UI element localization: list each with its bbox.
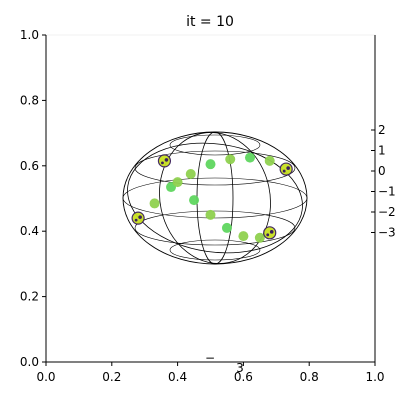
sphere-meridian-front xyxy=(196,131,234,265)
y-tick-label: 0.4 xyxy=(20,224,39,238)
sphere-latitude-top xyxy=(169,134,261,156)
x-tick-label: 0.8 xyxy=(300,370,319,384)
scatter-point xyxy=(205,159,216,170)
scatter-point xyxy=(185,168,196,179)
z-tick-label: −3 xyxy=(378,226,396,240)
y-tick-label: 0.2 xyxy=(20,290,39,304)
y-tick-label: 0.8 xyxy=(20,93,39,107)
z-tick-label: 1 xyxy=(378,144,386,158)
scatter-point xyxy=(264,155,275,166)
sphere-latitude-lower xyxy=(134,210,296,246)
scatter-point xyxy=(263,226,277,240)
scatter-point xyxy=(238,231,249,242)
x-tick-label: 0.4 xyxy=(168,370,187,384)
scatter-point xyxy=(131,211,145,225)
z-tick-label: 0 xyxy=(378,164,386,178)
x-tick-label: 0.2 xyxy=(102,370,121,384)
z-tick-label: 2 xyxy=(378,123,386,137)
sphere-meridian-tilted xyxy=(159,132,271,264)
y-tick-label: 0.0 xyxy=(20,355,39,369)
z-tick-label: −2 xyxy=(378,205,396,219)
sphere-outline xyxy=(122,131,308,265)
y-tick-label: 1.0 xyxy=(20,28,39,42)
scatter-point xyxy=(205,209,216,220)
z-tick-label: −1 xyxy=(378,185,396,199)
scatter-point xyxy=(279,162,293,176)
wireframe-sphere xyxy=(122,131,308,265)
x-tick-label: 0.0 xyxy=(36,370,55,384)
x-tick-group: 0.0 0.2 0.4 0.6 0.8 1.0 xyxy=(36,362,385,384)
axes-frame xyxy=(45,34,376,363)
scatter-point xyxy=(225,154,236,165)
bottom-tick-label: 3 xyxy=(236,361,244,375)
sphere-latitude-upper xyxy=(134,150,296,186)
z-tick-group: 2 1 0 −1 −2 −3 xyxy=(371,123,396,240)
bottom-tick-label: − xyxy=(205,351,215,365)
y-tick-group: 0.0 0.2 0.4 0.6 0.8 1.0 xyxy=(20,28,46,369)
scatter-point xyxy=(221,222,232,233)
scatter-point xyxy=(157,154,172,168)
scatter-marks xyxy=(131,152,293,243)
axes xyxy=(45,34,376,363)
x-tick-label: 1.0 xyxy=(365,370,384,384)
y-tick-label: 0.6 xyxy=(20,159,39,173)
x-tick-label: 0.6 xyxy=(234,370,253,384)
scatter-point xyxy=(244,152,255,163)
scatter-point xyxy=(149,198,160,209)
sphere-latitude-bottom xyxy=(169,239,261,261)
sphere-equator xyxy=(122,177,308,219)
scatter-point xyxy=(189,195,200,206)
scatter-point xyxy=(172,177,183,188)
bottom-tick-group: −3 xyxy=(205,351,244,375)
sphere-great-circle xyxy=(127,142,303,254)
chart-title: it = 10 xyxy=(186,14,234,30)
scatter-point xyxy=(254,232,265,243)
